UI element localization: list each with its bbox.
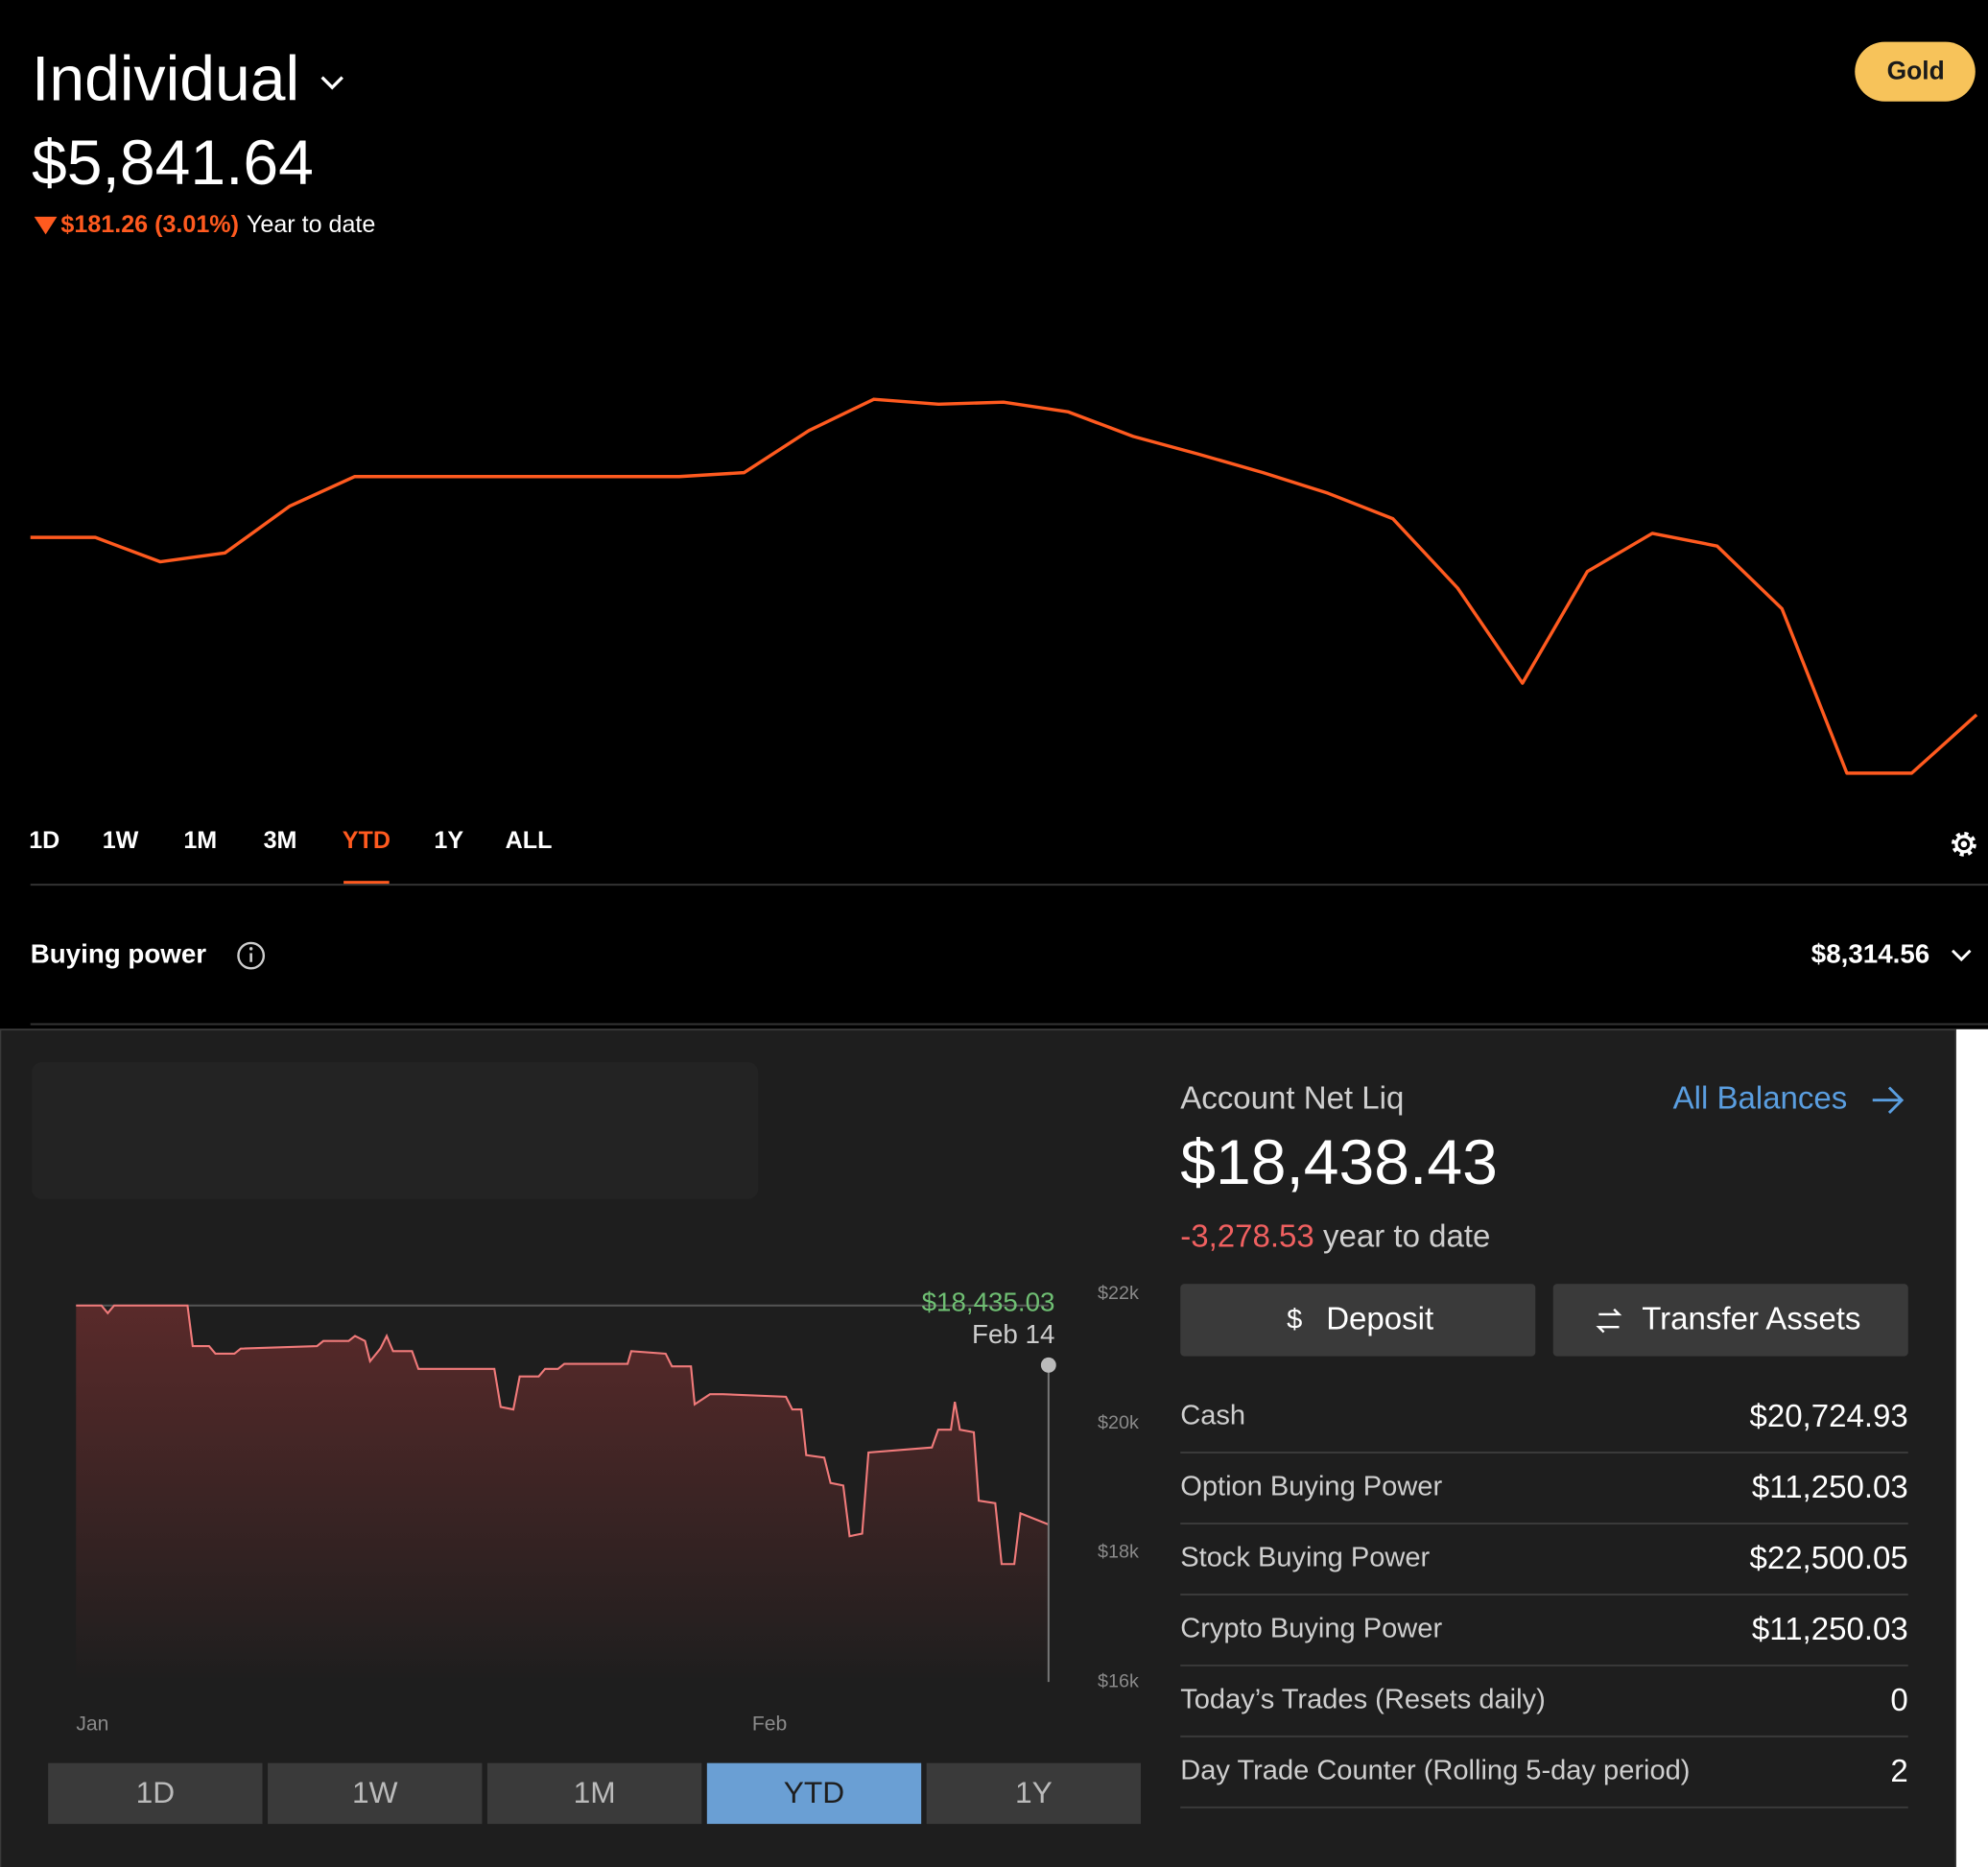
row-label: Today’s Trades (Resets daily) <box>1180 1685 1546 1715</box>
arrow-icon[interactable] <box>1872 1086 1905 1114</box>
tab-underline <box>343 881 390 886</box>
deposit-label[interactable]: Deposit <box>1326 1300 1433 1335</box>
line <box>30 397 1978 775</box>
row-value: $22,500.05 <box>1749 1540 1907 1575</box>
dollar-icon: $ <box>1287 1304 1302 1335</box>
row-value: $20,724.93 <box>1749 1398 1907 1433</box>
row-label: Crypto Buying Power <box>1180 1614 1442 1644</box>
gold-badge[interactable] <box>1855 41 1976 102</box>
chart-tab[interactable] <box>486 1762 702 1825</box>
chart-tab-label[interactable]: YTD <box>784 1775 844 1809</box>
chart-tab[interactable] <box>706 1762 922 1825</box>
range-tab[interactable]: 1W <box>103 827 139 854</box>
chart-tab-label[interactable]: 1M <box>574 1775 616 1809</box>
buying-power-value: $8,314.56 <box>1811 938 1929 968</box>
range-tab[interactable]: 1D <box>29 827 59 854</box>
balance-rows: Cash $20,724.93 Option Buying Power $11,250… <box>1180 1398 1908 1808</box>
row-label: Option Buying Power <box>1180 1472 1442 1502</box>
tooltip-date: Feb 14 <box>972 1319 1054 1349</box>
net-liq-value: $18,438.43 <box>1180 1126 1498 1197</box>
buying-power-label: Buying power <box>31 938 207 968</box>
y-tick-label: $20k <box>1098 1412 1139 1433</box>
balance: $5,841.64 <box>32 127 314 198</box>
chart-tabs: 1D 1W 1M YTD 1Y <box>48 1762 1142 1825</box>
row-value: $11,250.03 <box>1752 1611 1908 1646</box>
row-value: 2 <box>1890 1753 1907 1788</box>
buying-power-chevron[interactable] <box>1951 949 1972 962</box>
row-value: 0 <box>1890 1682 1907 1717</box>
row-label: Day Trade Counter (Rolling 5-day period) <box>1180 1756 1690 1786</box>
transfer-button[interactable] <box>1552 1284 1908 1357</box>
transfer-icon <box>1596 1308 1622 1334</box>
all-balances-link[interactable]: All Balances <box>1673 1079 1848 1115</box>
chart-tab-label[interactable]: 1W <box>352 1775 398 1809</box>
chart-tab[interactable] <box>268 1762 483 1825</box>
badge-label: Gold <box>1887 56 1945 84</box>
portfolio-chart <box>30 397 1978 775</box>
range-tabs: 1D 1W 1M 3M YTD 1Y ALL <box>29 827 553 886</box>
chart-tab-label[interactable]: 1D <box>136 1775 176 1809</box>
net-liq-change-line: -3,278.53 year to date <box>1180 1217 1490 1253</box>
row-value: $11,250.03 <box>1752 1469 1908 1504</box>
info-icon[interactable] <box>237 941 266 970</box>
y-tick-label: $22k <box>1098 1283 1139 1304</box>
x-tick-label: Feb <box>752 1713 787 1736</box>
range-tab[interactable]: 1M <box>183 827 217 854</box>
chart-tab[interactable] <box>48 1762 263 1825</box>
transfer-label[interactable]: Transfer Assets <box>1642 1300 1860 1335</box>
chart-tab-label[interactable]: 1Y <box>1015 1775 1053 1809</box>
range-tab[interactable]: 1Y <box>434 827 463 854</box>
chart-tab[interactable] <box>926 1762 1142 1825</box>
range-tab[interactable]: 3M <box>264 827 297 854</box>
net-liq-title: Account Net Liq <box>1180 1079 1404 1115</box>
x-tick-label: Jan <box>76 1713 108 1736</box>
account-chevron[interactable] <box>320 76 343 90</box>
settings-icon[interactable] <box>1952 831 1976 857</box>
deposit-button[interactable] <box>1180 1284 1536 1357</box>
change-period: Year to date <box>247 211 375 238</box>
line <box>76 1304 1050 1566</box>
placeholder <box>32 1062 759 1199</box>
range-tab[interactable]: ALL <box>506 827 553 854</box>
crosshair-dot <box>1040 1357 1056 1373</box>
change-line: $181.26 (3.01%) Year to date <box>60 211 375 238</box>
change: $181.26 (3.01%) <box>60 211 239 238</box>
down-triangle <box>34 216 58 235</box>
net-liq-change: -3,278.53 <box>1180 1217 1314 1253</box>
y-tick-label: $18k <box>1098 1542 1139 1563</box>
net-liq-period: year to date <box>1323 1217 1490 1253</box>
range-tab[interactable]: YTD <box>343 827 390 854</box>
y-tick-label: $16k <box>1098 1670 1139 1691</box>
row-label: Cash <box>1180 1401 1245 1431</box>
row-label: Stock Buying Power <box>1180 1543 1430 1573</box>
account-name[interactable]: Individual <box>32 43 299 114</box>
tooltip-value: $18,435.03 <box>922 1288 1055 1317</box>
area-fill <box>76 1305 1049 1683</box>
